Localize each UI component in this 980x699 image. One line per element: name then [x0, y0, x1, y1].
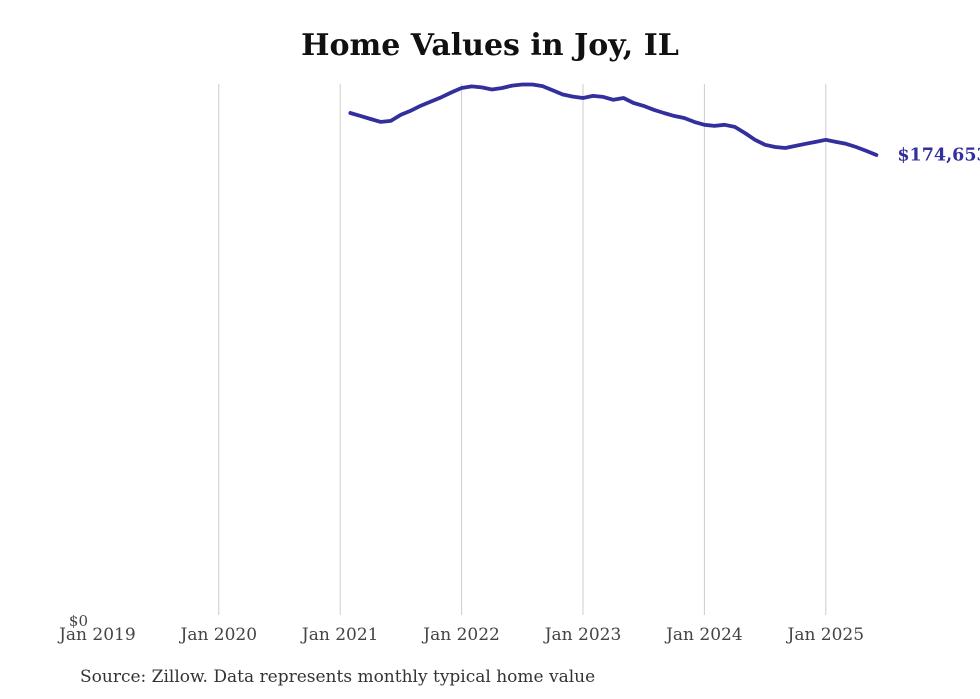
x-axis-tick-label: Jan 2020 — [179, 625, 258, 645]
x-axis-tick-label: Jan 2023 — [543, 625, 622, 645]
latest-value-label: $174,653 — [897, 145, 980, 165]
x-axis-tick-label: Jan 2022 — [421, 625, 500, 645]
home-value-line — [348, 82, 879, 157]
source-note: Source: Zillow. Data represents monthly … — [80, 667, 596, 687]
x-axis-tick-labels: Jan 2019 Jan 2020 Jan 2021 Jan 2022 Jan 2023… — [57, 625, 864, 645]
chart-title: Home Values in Joy, IL — [301, 28, 679, 63]
x-axis-tick-label: Jan 2025 — [786, 625, 865, 645]
x-axis-tick-label: Jan 2019 — [57, 625, 136, 645]
y-axis-zero-label: $0 — [69, 612, 88, 630]
gridlines — [218, 84, 827, 615]
x-axis-tick-label: Jan 2021 — [300, 625, 379, 645]
x-axis-tick-label: Jan 2024 — [664, 625, 743, 645]
